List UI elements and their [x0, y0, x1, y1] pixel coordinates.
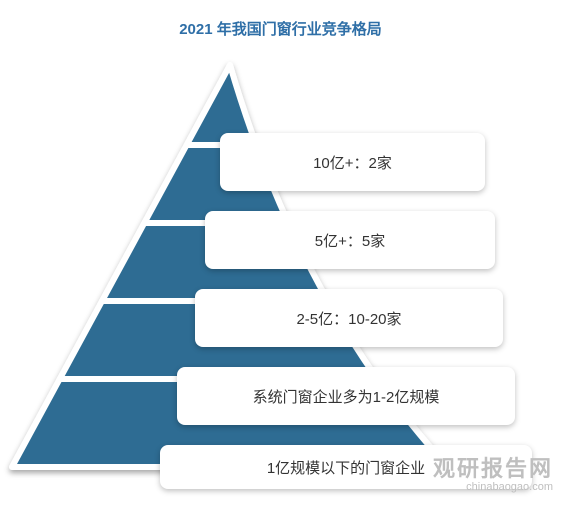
- tier-label-2-text: 5亿+：5家: [315, 230, 385, 251]
- tier-label-2: 5亿+：5家: [205, 211, 495, 269]
- tier-label-1: 10亿+：2家: [220, 133, 485, 191]
- tier-label-3-text: 2-5亿：10-20家: [296, 308, 401, 329]
- watermark-big: 观研报告网: [433, 451, 553, 483]
- tier-label-4: 系统门窗企业多为1-2亿规模: [177, 367, 515, 425]
- tier-label-4-text: 系统门窗企业多为1-2亿规模: [253, 386, 440, 407]
- chart-title: 2021 年我国门窗行业竞争格局: [0, 18, 561, 39]
- tier-label-1-text: 10亿+：2家: [313, 152, 392, 173]
- tier-label-5-text: 1亿规模以下的门窗企业: [267, 457, 425, 478]
- watermark: 观研报告网 chinabaogao.com: [433, 451, 553, 493]
- tier-label-3: 2-5亿：10-20家: [195, 289, 503, 347]
